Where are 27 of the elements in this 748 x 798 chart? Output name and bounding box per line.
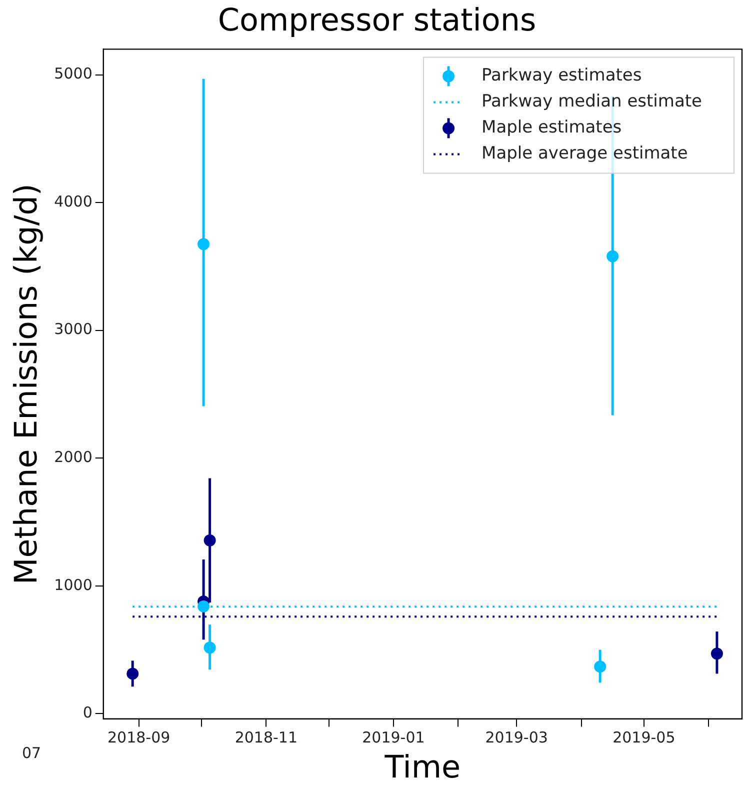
- x-tick-label: 2019-05: [612, 728, 676, 747]
- x-tick-label: 2018-11: [234, 728, 298, 747]
- legend-label: Parkway estimates: [482, 66, 642, 86]
- text: 07: [22, 744, 42, 762]
- point: [198, 600, 210, 612]
- y-tick-label: 4000: [54, 192, 92, 210]
- x-tick-label: 2018-09: [108, 728, 170, 747]
- x-axis-title: Time: [384, 749, 461, 786]
- y-tick-label: 3000: [54, 320, 92, 338]
- chart-title: Compressor stations: [218, 2, 536, 39]
- point: [204, 642, 216, 654]
- y-tick-label: 5000: [54, 64, 92, 83]
- y-tick-label: 2000: [54, 448, 92, 466]
- point: [126, 668, 139, 680]
- point: [198, 238, 210, 250]
- x-tick-label: 2019-03: [485, 728, 548, 747]
- y-axis-title: Methane Emissions (kg/d): [8, 183, 45, 585]
- point: [204, 534, 216, 546]
- legend-label: Maple average estimate: [482, 144, 688, 164]
- y-tick-label: 1000: [54, 576, 92, 594]
- point: [710, 648, 723, 660]
- x-tick-label: 2019-01: [362, 728, 425, 747]
- y-tick-label: 0: [82, 704, 92, 722]
- legend-label: Maple estimates: [482, 118, 622, 138]
- legend-label: Parkway median estimate: [482, 92, 702, 112]
- point: [606, 250, 619, 262]
- point: [594, 660, 606, 673]
